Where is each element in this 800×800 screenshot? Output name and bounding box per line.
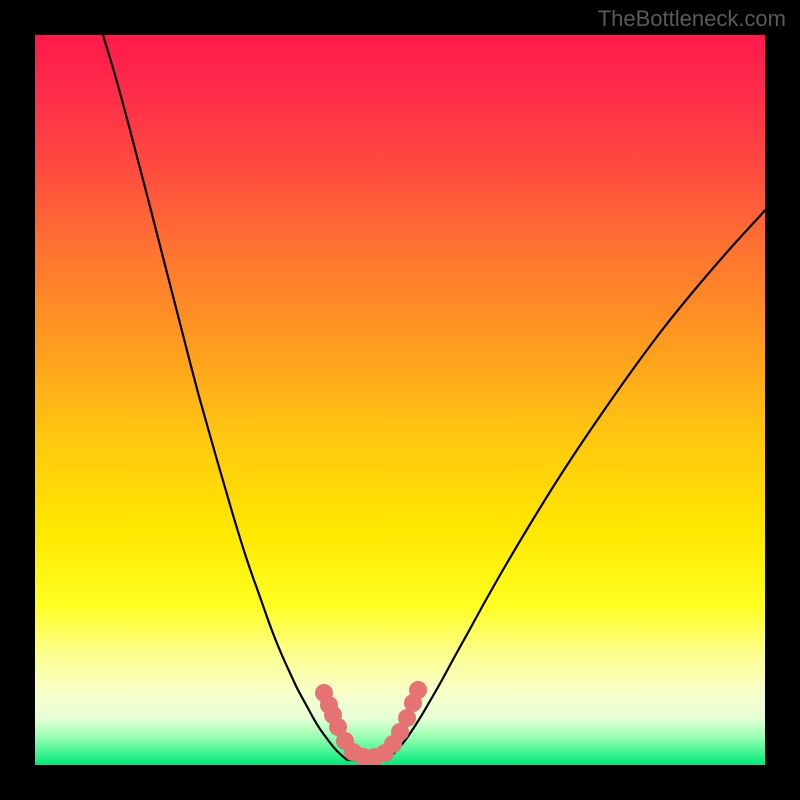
left-curve	[103, 35, 347, 760]
right-curve	[387, 210, 765, 760]
marker-point	[409, 681, 427, 699]
bottleneck-curves	[35, 35, 765, 765]
valley-markers	[315, 681, 427, 765]
chart-plot-area	[35, 35, 765, 765]
watermark-text: TheBottleneck.com	[598, 6, 786, 32]
